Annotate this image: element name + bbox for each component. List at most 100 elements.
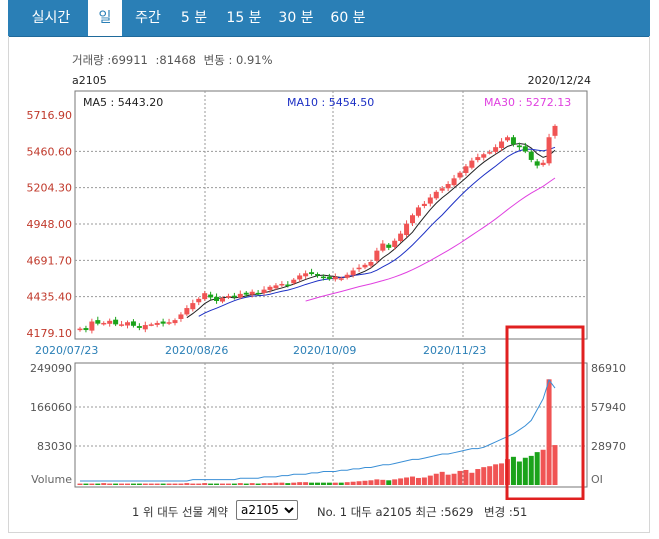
- candle-body: [297, 275, 303, 280]
- volume-bar: [445, 474, 451, 485]
- volume-bar: [433, 473, 439, 485]
- volume-bar: [101, 483, 107, 485]
- market-info: 거래량 :69911 :81468 변동 : 0.91%: [72, 52, 277, 68]
- oi-tick-label: 57940: [591, 401, 626, 414]
- volume-bar: [528, 455, 534, 485]
- candle-body: [338, 278, 344, 280]
- candle-body: [415, 207, 421, 216]
- volume-bar: [237, 483, 243, 485]
- volume-bar: [463, 469, 469, 485]
- candle-body: [231, 295, 237, 298]
- volume-tick-label: 166060: [30, 401, 72, 414]
- volume-bar: [107, 483, 113, 485]
- volume-bar: [510, 456, 516, 485]
- candle-body: [89, 321, 95, 331]
- tab-30min[interactable]: 30 분: [278, 10, 314, 26]
- candle-body: [421, 203, 427, 206]
- volume-bar: [350, 481, 356, 485]
- volume-bar: [267, 483, 273, 485]
- tab-60min[interactable]: 60 분: [330, 10, 366, 26]
- volume-panel: [74, 362, 588, 488]
- volume-bar: [475, 469, 481, 485]
- volume-bar: [326, 482, 332, 485]
- candle-body: [309, 272, 315, 275]
- volume-bar: [320, 482, 326, 485]
- tab-realtime[interactable]: 실시간: [31, 10, 71, 26]
- candle-body: [208, 294, 214, 298]
- volume-bar: [415, 477, 421, 485]
- contract-select[interactable]: a2105: [236, 500, 298, 520]
- volume-bar: [546, 379, 552, 485]
- volume-bar: [125, 483, 130, 485]
- candle-body: [439, 188, 445, 191]
- open-interest-line: [80, 378, 556, 482]
- volume-tick-label: 83030: [37, 440, 72, 453]
- tab-daily[interactable]: 일: [88, 0, 122, 36]
- candle-body: [493, 147, 499, 152]
- candle-body: [398, 233, 404, 242]
- volume-bar: [130, 483, 136, 485]
- volume-bar: [516, 461, 522, 485]
- candle-body: [410, 215, 415, 224]
- price-chart: 5716.90 5460.60 5204.30 4948.00 4691.70 4435.…: [27, 90, 626, 500]
- volume-bar: [89, 483, 95, 485]
- candle-body: [427, 197, 433, 204]
- candle-body: [510, 137, 516, 145]
- volume-bar: [119, 483, 125, 485]
- price-tick-label: 4435.40: [27, 291, 73, 304]
- volume-bar: [208, 483, 214, 485]
- tab-weekly[interactable]: 주간: [135, 10, 161, 26]
- candle-body: [243, 292, 249, 295]
- volume-bar: [499, 463, 505, 485]
- price-tick-label: 5460.60: [27, 145, 73, 158]
- legend-ma10: MA10 : 5454.50: [287, 96, 374, 109]
- candle-body: [433, 191, 439, 199]
- candle-body: [356, 267, 362, 270]
- candle-body: [279, 283, 285, 286]
- volume-bar: [279, 482, 285, 485]
- volume-bar: [291, 482, 297, 485]
- volume-bar: [386, 480, 392, 485]
- candle-body: [303, 273, 309, 277]
- candle-body: [380, 243, 386, 251]
- price-panel: [74, 90, 588, 340]
- candle-body: [178, 314, 184, 319]
- legend-ma30: MA30 : 5272.13: [484, 96, 571, 109]
- volume-bar: [540, 449, 546, 485]
- volume-bar: [95, 483, 101, 485]
- candle-body: [148, 324, 154, 326]
- tab-15min[interactable]: 15 분: [226, 10, 262, 26]
- volume-bar: [469, 472, 475, 485]
- volume-bar: [220, 483, 225, 485]
- candle-body: [291, 279, 297, 284]
- candle-body: [83, 328, 89, 331]
- candle-body: [261, 289, 267, 294]
- candle-body: [499, 141, 505, 149]
- candle-body: [362, 264, 368, 268]
- contract-select-label: 1 위 대두 선물 계약: [132, 505, 228, 519]
- candle-body: [392, 240, 398, 247]
- price-tick-label: 4691.70: [27, 254, 73, 267]
- candle-body: [320, 276, 326, 279]
- volume-bar: [427, 475, 433, 485]
- volume-bar: [214, 483, 220, 485]
- volume-bar: [297, 482, 303, 485]
- candle-body: [77, 328, 83, 331]
- volume-bar: [273, 482, 279, 485]
- candle-body: [445, 184, 451, 189]
- volume-bar: [225, 483, 231, 485]
- volume-bar: [255, 483, 261, 485]
- tab-5min[interactable]: 5 분: [180, 10, 208, 26]
- volume-bar: [154, 483, 160, 485]
- timeframe-tab-bar: 실시간 일 주간 5 분 15 분 30 분 60 분: [8, 0, 650, 37]
- date-tick-label: 2020/07/23: [35, 344, 98, 357]
- date-tick-label: 2020/10/09: [293, 344, 356, 357]
- volume-bar: [113, 483, 119, 485]
- candle-body: [481, 154, 487, 158]
- volume-bar: [315, 482, 320, 485]
- volume-bar: [172, 483, 178, 485]
- last-date: 2020/12/24: [527, 74, 591, 87]
- contract-code: a2105: [72, 74, 107, 87]
- volume-bar: [178, 483, 184, 485]
- candle-body: [220, 298, 225, 302]
